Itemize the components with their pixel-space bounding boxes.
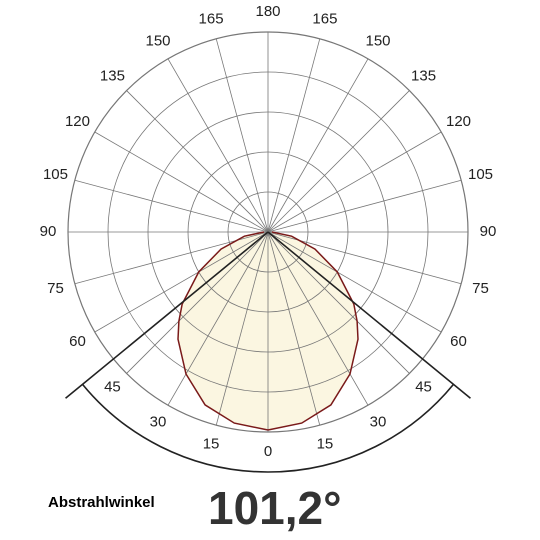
grid-line <box>267 231 369 406</box>
grid-line <box>267 131 442 233</box>
grid-line <box>215 231 269 426</box>
grid-line <box>267 58 369 233</box>
angle-label: 0 <box>264 443 272 460</box>
grid-line <box>267 90 410 233</box>
angle-label: 150 <box>365 32 390 49</box>
grid-line <box>267 231 442 333</box>
grid-line <box>167 231 269 406</box>
angle-label: 60 <box>450 333 467 350</box>
angle-label: 135 <box>100 67 125 84</box>
angle-label: 75 <box>47 280 64 297</box>
grid-line <box>267 231 410 374</box>
grid-line <box>94 231 269 333</box>
beam-line <box>267 231 471 399</box>
angle-label: 45 <box>104 379 121 396</box>
grid-line <box>94 131 269 233</box>
angle-label: 105 <box>468 166 493 183</box>
grid-line <box>267 38 321 233</box>
angle-label: 15 <box>203 435 220 452</box>
angle-label: 90 <box>480 223 497 240</box>
angle-label: 165 <box>312 10 337 27</box>
grid-line <box>267 179 462 233</box>
grid-line <box>215 38 269 233</box>
beam-caption: Abstrahlwinkel <box>48 494 155 511</box>
grid-line <box>167 58 269 233</box>
grid-line <box>267 231 321 426</box>
angle-label: 150 <box>145 32 170 49</box>
curve <box>177 231 269 431</box>
angle-label: 60 <box>69 333 86 350</box>
angle-label: 30 <box>150 413 167 430</box>
grid-line <box>126 90 269 233</box>
angle-label: 120 <box>65 113 90 130</box>
angle-label: 120 <box>446 113 471 130</box>
grid-line <box>74 179 269 233</box>
grid-line <box>126 231 269 374</box>
beam-label: 101,2° <box>208 482 342 534</box>
curve-fill <box>268 232 358 430</box>
angle-label: 105 <box>43 166 68 183</box>
angle-label: 165 <box>199 10 224 27</box>
beam-line <box>65 231 269 399</box>
angle-label: 45 <box>415 379 432 396</box>
angle-label: 75 <box>472 280 489 297</box>
curve-fill <box>178 232 268 430</box>
angle-label: 135 <box>411 67 436 84</box>
angle-label: 30 <box>370 413 387 430</box>
angle-label: 180 <box>255 3 280 20</box>
angle-label: 90 <box>40 223 57 240</box>
beam-arc <box>81 383 455 473</box>
angle-label: 15 <box>317 435 334 452</box>
curve <box>267 231 359 431</box>
